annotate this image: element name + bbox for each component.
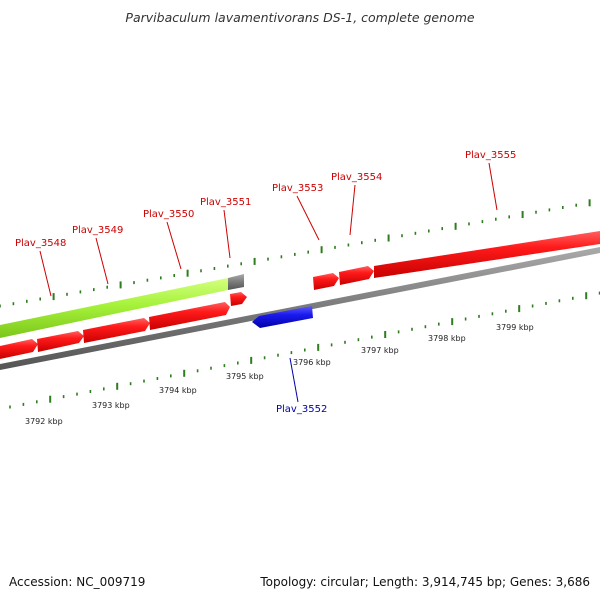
unknown-feature[interactable] <box>228 274 244 290</box>
gene-label[interactable]: Plav_3554 <box>331 172 382 183</box>
tick-label: 3798 kbp <box>428 334 466 343</box>
gene-label[interactable]: Plav_3550 <box>143 209 194 220</box>
gene-plav-3553[interactable] <box>313 273 339 290</box>
gene-label[interactable]: Plav_3551 <box>200 197 251 208</box>
tick-label: 3796 kbp <box>293 358 331 367</box>
map-title: Parvibaculum lavamentivorans DS-1, compl… <box>125 10 474 25</box>
tick-label: 3794 kbp <box>159 386 197 395</box>
accession-text: Accession: NC_009719 <box>9 575 145 589</box>
tick-label: 3797 kbp <box>361 346 399 355</box>
gene-plav-3554[interactable] <box>339 266 374 285</box>
lower-tick-row <box>9 291 600 409</box>
gene-plav-3550[interactable] <box>83 318 150 343</box>
forward-strand-features <box>0 231 600 359</box>
gene-label[interactable]: Plav_3555 <box>465 150 516 161</box>
gene-plav-3552[interactable] <box>252 306 313 328</box>
gene-plav-3548[interactable] <box>0 339 38 359</box>
tick-label: 3792 kbp <box>25 417 63 426</box>
rna-gene-feature[interactable] <box>0 278 228 338</box>
gene-plav-3555[interactable] <box>374 231 600 278</box>
gene-label[interactable]: Plav_3549 <box>72 225 123 236</box>
gene-label[interactable]: Plav_3552 <box>276 404 327 415</box>
gene-plav-3551-b[interactable] <box>230 292 247 306</box>
tick-label: 3795 kbp <box>226 372 264 381</box>
tick-label: 3793 kbp <box>92 401 130 410</box>
gene-label[interactable]: Plav_3553 <box>272 183 323 194</box>
gene-plav-3549[interactable] <box>37 331 84 352</box>
gene-plav-3551-a[interactable] <box>149 302 230 330</box>
upper-tick-row <box>0 199 591 308</box>
gene-labels: Plav_3548 Plav_3549 Plav_3550 Plav_3551 … <box>15 150 516 415</box>
label-leaders <box>39 162 498 403</box>
tick-label: 3799 kbp <box>496 323 534 332</box>
genome-summary-text: Topology: circular; Length: 3,914,745 bp… <box>259 575 590 589</box>
gene-label[interactable]: Plav_3548 <box>15 238 66 249</box>
tick-labels: 3792 kbp 3793 kbp 3794 kbp 3795 kbp 3796… <box>25 323 534 426</box>
